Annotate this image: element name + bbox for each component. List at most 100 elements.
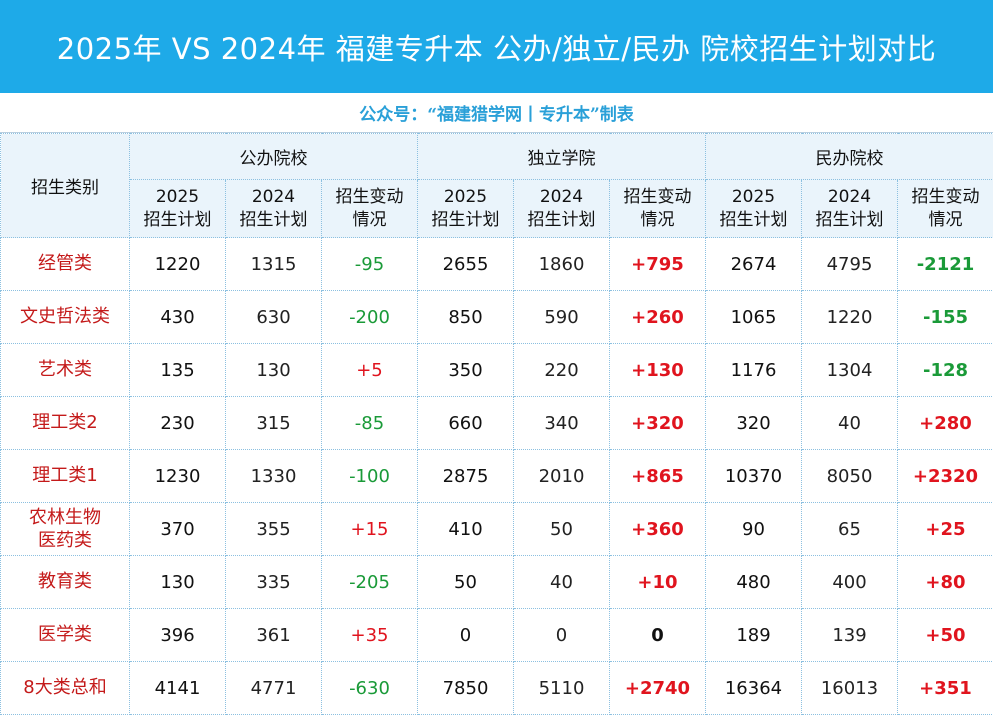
sub-header-line: 情况 bbox=[610, 209, 705, 231]
cell-public-2024-plan: 4771 bbox=[226, 662, 322, 715]
cell-public-2025-plan: 135 bbox=[130, 344, 226, 397]
cell-private-change: +2320 bbox=[898, 450, 993, 503]
cell-independent-2024-plan: 0 bbox=[514, 609, 610, 662]
cell-private-change: +25 bbox=[898, 503, 993, 556]
cell-private-change: -2121 bbox=[898, 238, 993, 291]
row-category-label: 艺术类 bbox=[1, 344, 130, 397]
sub-header-line: 招生变动 bbox=[898, 186, 993, 208]
row-category-label: 经管类 bbox=[1, 238, 130, 291]
cell-public-2025-plan: 130 bbox=[130, 556, 226, 609]
sub-header-independent-change: 招生变动情况 bbox=[610, 180, 706, 238]
cell-private-2025-plan: 1176 bbox=[706, 344, 802, 397]
cell-private-change: -155 bbox=[898, 291, 993, 344]
cell-public-2024-plan: 630 bbox=[226, 291, 322, 344]
cell-independent-2025-plan: 660 bbox=[418, 397, 514, 450]
row-category-label: 文史哲法类 bbox=[1, 291, 130, 344]
row-category-label: 教育类 bbox=[1, 556, 130, 609]
cell-public-change: -100 bbox=[322, 450, 418, 503]
cell-private-2024-plan: 40 bbox=[802, 397, 898, 450]
cell-independent-change: +795 bbox=[610, 238, 706, 291]
row-category-line: 理工类2 bbox=[1, 411, 129, 434]
cell-independent-2025-plan: 0 bbox=[418, 609, 514, 662]
cell-independent-2024-plan: 5110 bbox=[514, 662, 610, 715]
cell-independent-2024-plan: 590 bbox=[514, 291, 610, 344]
cell-public-change: +35 bbox=[322, 609, 418, 662]
cell-private-2025-plan: 189 bbox=[706, 609, 802, 662]
cell-private-2024-plan: 139 bbox=[802, 609, 898, 662]
cell-public-2025-plan: 396 bbox=[130, 609, 226, 662]
row-category-label: 农林生物医药类 bbox=[1, 503, 130, 556]
cell-public-change: -200 bbox=[322, 291, 418, 344]
sub-header-private-change: 招生变动情况 bbox=[898, 180, 993, 238]
cell-independent-change: +320 bbox=[610, 397, 706, 450]
cell-independent-2025-plan: 850 bbox=[418, 291, 514, 344]
sub-header-line: 情况 bbox=[322, 209, 417, 231]
cell-public-2025-plan: 430 bbox=[130, 291, 226, 344]
cell-public-2024-plan: 1315 bbox=[226, 238, 322, 291]
sub-header-line: 2025 bbox=[418, 186, 513, 208]
cell-public-change: -630 bbox=[322, 662, 418, 715]
cell-independent-2024-plan: 40 bbox=[514, 556, 610, 609]
sub-header-line: 招生计划 bbox=[706, 209, 801, 231]
cell-private-2024-plan: 8050 bbox=[802, 450, 898, 503]
row-category-label: 理工类1 bbox=[1, 450, 130, 503]
cell-public-2025-plan: 4141 bbox=[130, 662, 226, 715]
page-subtitle: 公众号：“福建猎学网丨专升本”制表 bbox=[0, 93, 993, 133]
sub-header-line: 2025 bbox=[130, 186, 225, 208]
cell-public-2024-plan: 335 bbox=[226, 556, 322, 609]
group-header-independent: 独立学院 bbox=[418, 134, 706, 180]
cell-private-2025-plan: 90 bbox=[706, 503, 802, 556]
page-title: 2025年 VS 2024年 福建专升本 公办/独立/民办 院校招生计划对比 bbox=[0, 0, 993, 93]
cell-public-change: +15 bbox=[322, 503, 418, 556]
row-category-line: 医药类 bbox=[1, 529, 129, 552]
cell-private-2024-plan: 4795 bbox=[802, 238, 898, 291]
sub-header-line: 2024 bbox=[514, 186, 609, 208]
cell-public-2024-plan: 315 bbox=[226, 397, 322, 450]
cell-independent-2024-plan: 1860 bbox=[514, 238, 610, 291]
cell-independent-2024-plan: 340 bbox=[514, 397, 610, 450]
cell-public-change: +5 bbox=[322, 344, 418, 397]
cell-public-2024-plan: 355 bbox=[226, 503, 322, 556]
cell-private-2024-plan: 1304 bbox=[802, 344, 898, 397]
cell-independent-2025-plan: 7850 bbox=[418, 662, 514, 715]
sub-header-line: 招生计划 bbox=[226, 209, 321, 231]
row-category-line: 8大类总和 bbox=[1, 676, 129, 699]
row-category-label: 医学类 bbox=[1, 609, 130, 662]
cell-private-2025-plan: 16364 bbox=[706, 662, 802, 715]
cell-private-2025-plan: 1065 bbox=[706, 291, 802, 344]
sub-header-public-change: 招生变动情况 bbox=[322, 180, 418, 238]
cell-independent-2025-plan: 410 bbox=[418, 503, 514, 556]
cell-private-2025-plan: 2674 bbox=[706, 238, 802, 291]
group-header-public: 公办院校 bbox=[130, 134, 418, 180]
sub-header-line: 招生计划 bbox=[418, 209, 513, 231]
row-category-label: 理工类2 bbox=[1, 397, 130, 450]
row-category-label: 8大类总和 bbox=[1, 662, 130, 715]
cell-private-2025-plan: 10370 bbox=[706, 450, 802, 503]
cell-independent-change: 0 bbox=[610, 609, 706, 662]
cell-private-change: +50 bbox=[898, 609, 993, 662]
row-category-line: 经管类 bbox=[1, 252, 129, 275]
cell-independent-change: +130 bbox=[610, 344, 706, 397]
cell-private-change: +80 bbox=[898, 556, 993, 609]
cell-public-2025-plan: 370 bbox=[130, 503, 226, 556]
cell-private-2024-plan: 65 bbox=[802, 503, 898, 556]
cell-public-2024-plan: 1330 bbox=[226, 450, 322, 503]
cell-public-2024-plan: 361 bbox=[226, 609, 322, 662]
cell-public-2024-plan: 130 bbox=[226, 344, 322, 397]
cell-private-2024-plan: 16013 bbox=[802, 662, 898, 715]
row-category-line: 文史哲法类 bbox=[1, 305, 129, 328]
